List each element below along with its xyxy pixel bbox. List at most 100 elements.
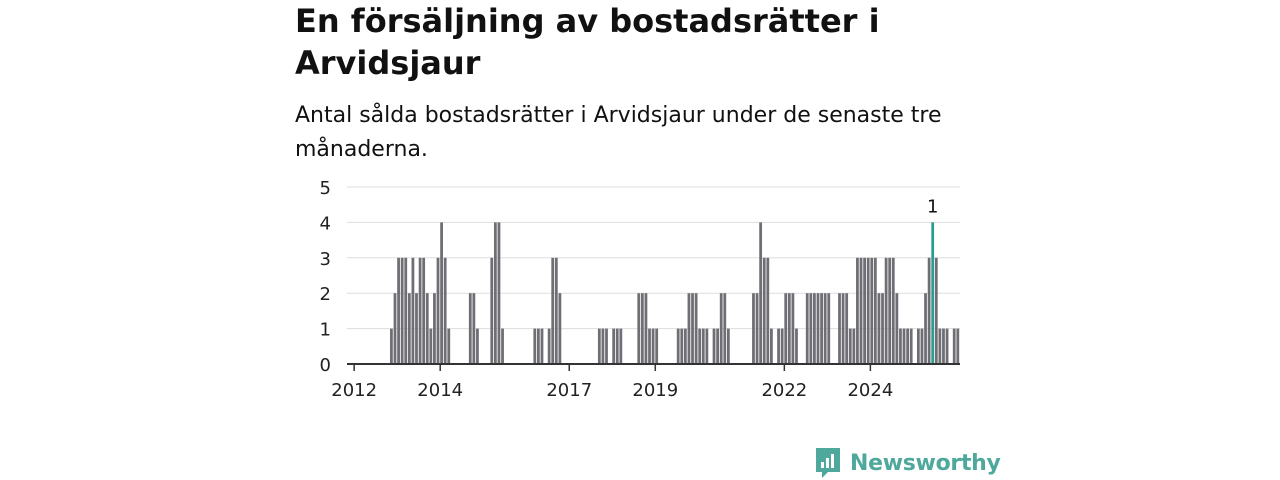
bar (877, 293, 881, 364)
bar (766, 257, 770, 364)
bar (813, 293, 816, 364)
bar (795, 328, 798, 364)
bar (899, 328, 902, 364)
bar (612, 328, 616, 364)
bar (390, 328, 393, 364)
bar (952, 328, 956, 364)
bar (902, 328, 906, 364)
bar (848, 328, 852, 364)
bar (400, 257, 404, 364)
bar (655, 328, 659, 364)
bar (698, 328, 702, 364)
bar (809, 293, 813, 364)
bar (827, 293, 831, 364)
bar (687, 293, 691, 364)
bar (942, 328, 945, 364)
bar (762, 257, 766, 364)
x-tick-label: 2017 (546, 380, 592, 401)
bar (619, 328, 623, 364)
bar (701, 328, 705, 364)
bar (945, 328, 949, 364)
bar (712, 328, 716, 364)
bar (440, 222, 443, 364)
bar (436, 257, 440, 364)
chart-title: En försäljning av bostadsrätter i Arvids… (295, 2, 880, 82)
bar (415, 293, 418, 364)
bar (938, 328, 942, 364)
bar (916, 328, 920, 364)
bar (407, 293, 411, 364)
bar (838, 293, 841, 364)
bar (759, 222, 763, 364)
bar (881, 293, 884, 364)
bar (640, 293, 644, 364)
bar (956, 328, 960, 364)
bar (490, 257, 494, 364)
bar (533, 328, 537, 364)
bar (433, 293, 436, 364)
logo-text: Newsworthy (850, 450, 1001, 476)
bar (644, 293, 648, 364)
bar (393, 293, 397, 364)
bar (651, 328, 655, 364)
highlight-value-label: 1 (927, 196, 938, 217)
bar (605, 328, 608, 364)
bar (780, 328, 784, 364)
y-tick-label: 4 (320, 213, 331, 234)
bar (404, 257, 408, 364)
bar (540, 328, 544, 364)
bar (558, 293, 562, 364)
bar (468, 293, 472, 364)
bar (694, 293, 698, 364)
bar (906, 328, 910, 364)
bars (390, 222, 960, 364)
x-tick-label: 2024 (847, 380, 893, 401)
x-tick-label: 2019 (632, 380, 678, 401)
bar (705, 328, 709, 364)
bar (777, 328, 780, 364)
bar (683, 328, 687, 364)
bar (648, 328, 651, 364)
bar (726, 328, 730, 364)
bar (770, 328, 773, 364)
bar (891, 257, 895, 364)
bar (856, 257, 859, 364)
newsworthy-logo[interactable]: Newsworthy (814, 446, 1001, 480)
bar (787, 293, 791, 364)
bar (752, 293, 755, 364)
bar (551, 257, 555, 364)
y-axis-labels: 0 1 2 3 4 5 (320, 178, 331, 376)
bar (554, 257, 558, 364)
bar (615, 328, 619, 364)
x-tick-label: 2022 (761, 380, 807, 401)
bar (852, 328, 856, 364)
bar (676, 328, 680, 364)
bar (425, 293, 429, 364)
bar (805, 293, 809, 364)
x-tick-label: 2012 (331, 380, 377, 401)
bar (637, 293, 641, 364)
bar (816, 293, 820, 364)
bar (422, 257, 426, 364)
bar-highlight (931, 222, 935, 364)
y-tick-label: 1 (320, 320, 331, 341)
bar (493, 222, 497, 364)
bar (476, 328, 479, 364)
bar (841, 293, 845, 364)
bar (443, 257, 447, 364)
bar (501, 328, 504, 364)
y-tick-label: 2 (320, 284, 331, 305)
bar (447, 328, 451, 364)
bar (716, 328, 720, 364)
bar (411, 257, 415, 364)
bar (791, 293, 795, 364)
x-axis-labels: 2012 2014 2017 2019 2022 2024 (331, 364, 893, 401)
bar (397, 257, 400, 364)
y-tick-label: 3 (320, 249, 331, 270)
bar (691, 293, 694, 364)
bar (863, 257, 866, 364)
bar (719, 293, 723, 364)
bar (472, 293, 476, 364)
bar (784, 293, 788, 364)
